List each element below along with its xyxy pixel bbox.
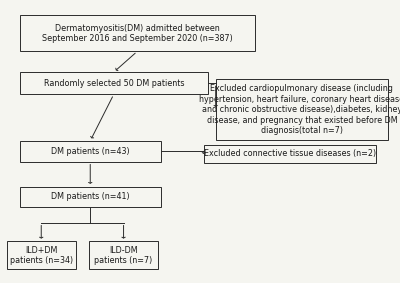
- FancyBboxPatch shape: [20, 15, 255, 51]
- FancyBboxPatch shape: [20, 186, 161, 207]
- Text: Excluded connective tissue diseases (n=2): Excluded connective tissue diseases (n=2…: [204, 149, 376, 158]
- FancyBboxPatch shape: [204, 145, 376, 163]
- Text: Dermatomyositis(DM) admitted between
September 2016 and September 2020 (n=387): Dermatomyositis(DM) admitted between Sep…: [42, 24, 233, 43]
- Text: Excluded cardiopulmonary disease (including
hypertension, heart failure, coronar: Excluded cardiopulmonary disease (includ…: [199, 84, 400, 135]
- Text: ILD+DM
patients (n=34): ILD+DM patients (n=34): [10, 246, 73, 265]
- Text: Randomly selected 50 DM patients: Randomly selected 50 DM patients: [44, 79, 184, 88]
- Text: DM patients (n=43): DM patients (n=43): [51, 147, 130, 156]
- FancyBboxPatch shape: [7, 241, 76, 269]
- FancyBboxPatch shape: [216, 79, 388, 140]
- Text: ILD-DM
patients (n=7): ILD-DM patients (n=7): [94, 246, 153, 265]
- FancyBboxPatch shape: [20, 72, 208, 94]
- Text: DM patients (n=41): DM patients (n=41): [51, 192, 130, 201]
- FancyBboxPatch shape: [89, 241, 158, 269]
- FancyBboxPatch shape: [20, 141, 161, 162]
